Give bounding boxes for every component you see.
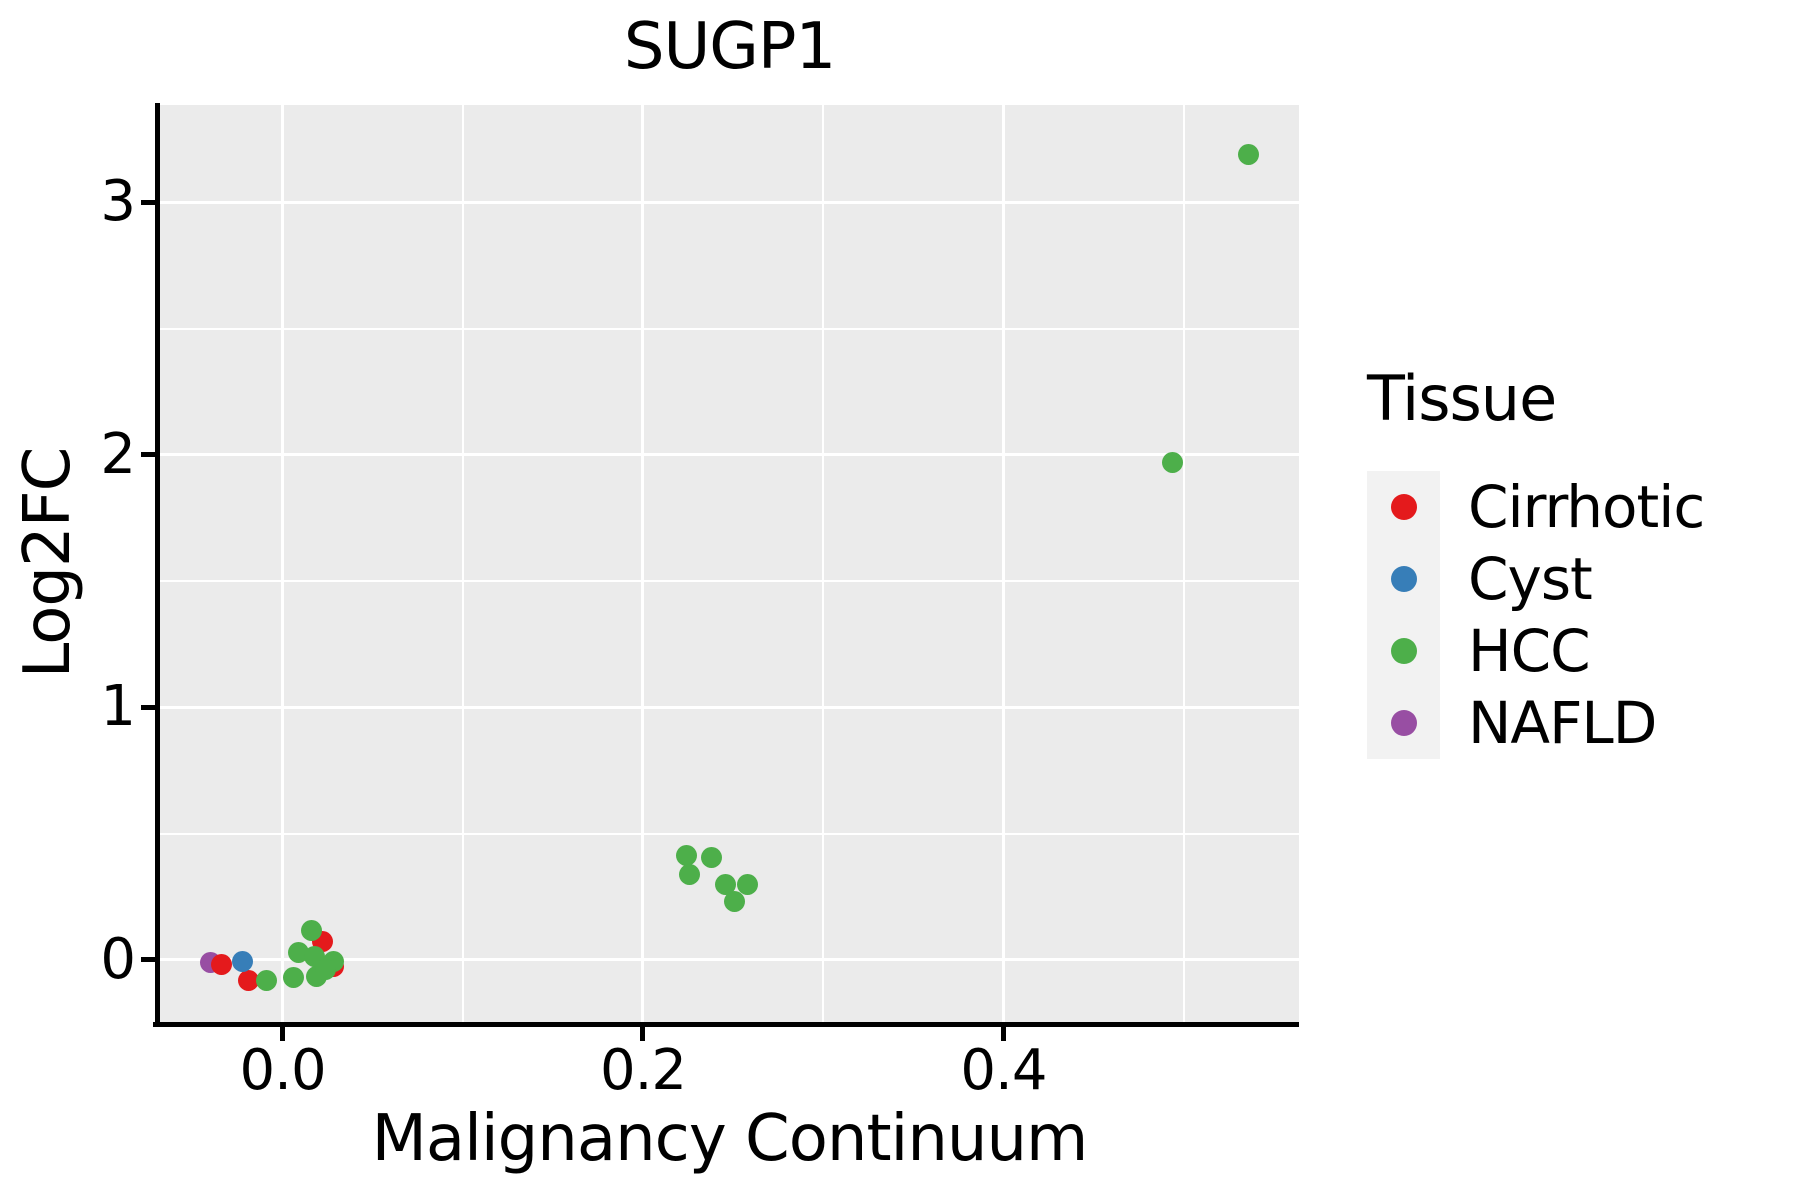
plot-title: SUGP1 [623, 10, 836, 84]
plot-panel [160, 105, 1299, 1022]
data-point-hcc [1162, 452, 1184, 473]
legend-title: Tissue [1367, 362, 1557, 435]
data-point-hcc [737, 873, 759, 895]
y-tick-label: 2 [100, 421, 136, 487]
x-axis-title: Malignancy Continuum [371, 1102, 1089, 1176]
major-gridline-y [160, 705, 1299, 709]
major-gridline-y [160, 958, 1299, 962]
data-point-cyst [232, 951, 254, 973]
data-point-hcc [715, 873, 737, 895]
data-point-hcc [315, 959, 337, 981]
data-point-hcc [282, 967, 304, 989]
x-tick-mark [1000, 1027, 1006, 1041]
y-tick-label: 1 [100, 674, 136, 740]
x-tick-label: 0.2 [599, 1038, 687, 1103]
minor-gridline-y [160, 580, 1299, 583]
legend-key [1367, 687, 1440, 759]
legend-item-label: HCC [1468, 617, 1591, 685]
major-gridline-y [160, 200, 1299, 204]
hcc-color-dot-icon [1390, 638, 1417, 664]
y-tick-mark [141, 452, 155, 458]
data-point-hcc [255, 970, 277, 992]
major-gridline-x [1001, 105, 1005, 1022]
y-tick-label: 0 [100, 926, 136, 992]
nafld-color-dot-icon [1390, 710, 1417, 736]
legend-key [1367, 471, 1440, 543]
major-gridline-y [160, 453, 1299, 457]
legend-item-cirrhotic: Cirrhotic [1367, 471, 1705, 543]
y-tick-mark [141, 957, 155, 963]
data-point-cirrhotic [210, 954, 232, 976]
cirrhotic-color-dot-icon [1390, 494, 1417, 520]
major-gridline-x [281, 105, 285, 1022]
minor-gridline-y [160, 327, 1299, 330]
y-tick-mark [141, 704, 155, 710]
data-point-hcc [288, 942, 310, 964]
major-gridline-x [641, 105, 645, 1022]
data-point-hcc [679, 863, 701, 885]
y-tick-label: 3 [100, 169, 136, 235]
minor-gridline-x [1182, 105, 1185, 1022]
legend-item-hcc: HCC [1367, 615, 1704, 687]
legend: Tissue Cirrhotic Cyst HCC NAFLD [1367, 362, 1705, 759]
x-axis-line [153, 1022, 1299, 1027]
legend-key [1367, 543, 1440, 615]
minor-gridline-x [822, 105, 825, 1022]
legend-items: Cirrhotic Cyst HCC NAFLD [1367, 471, 1705, 759]
minor-gridline-x [461, 105, 464, 1022]
x-tick-mark [640, 1027, 646, 1041]
minor-gridline-y [160, 832, 1299, 835]
data-point-cirrhotic [237, 969, 259, 991]
y-tick-mark [141, 199, 155, 205]
legend-item-cyst: Cyst [1367, 543, 1704, 615]
legend-item-label: Cirrhotic [1468, 473, 1705, 541]
legend-item-label: Cyst [1468, 545, 1593, 613]
x-tick-label: 0.4 [960, 1038, 1047, 1103]
y-axis-title: Log2FC [11, 447, 85, 679]
legend-item-nafld: NAFLD [1367, 687, 1704, 759]
legend-item-label: NAFLD [1468, 689, 1657, 757]
cyst-color-dot-icon [1390, 566, 1417, 592]
data-point-hcc [700, 847, 722, 869]
x-tick-label: 0.0 [239, 1038, 327, 1103]
data-point-hcc [300, 920, 322, 942]
data-point-hcc [724, 891, 746, 913]
legend-key [1367, 615, 1440, 687]
data-point-hcc [1238, 143, 1260, 165]
data-point-hcc [675, 844, 697, 866]
x-tick-mark [280, 1027, 286, 1041]
y-axis-line [155, 103, 160, 1027]
